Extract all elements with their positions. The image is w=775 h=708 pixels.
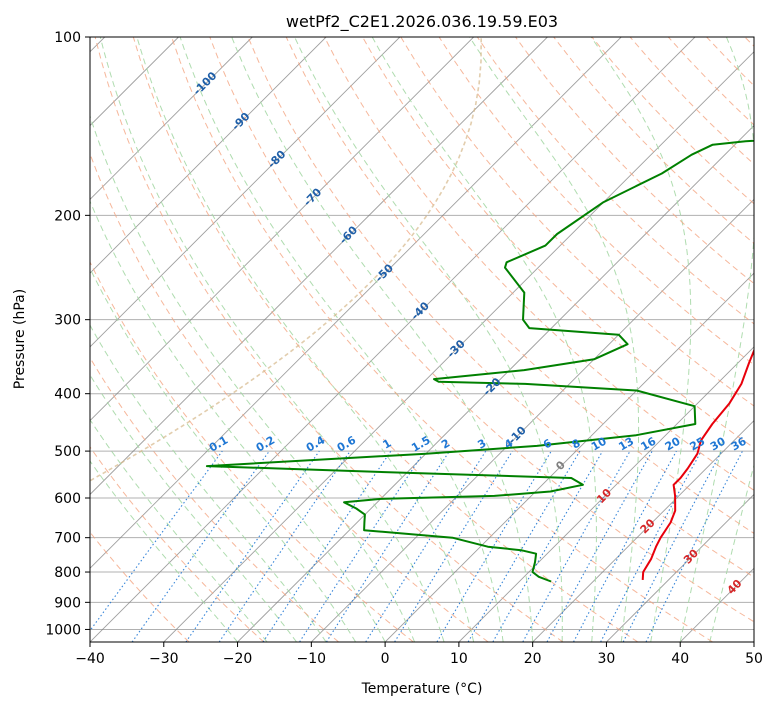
x-tick-label: 50 xyxy=(745,651,763,667)
y-tick-label: 400 xyxy=(54,387,81,403)
x-tick-label: 0 xyxy=(381,651,390,667)
mixing-ratio-line xyxy=(546,450,653,642)
x-tick-label: −30 xyxy=(149,651,179,667)
mixing-ratio-line xyxy=(262,450,392,642)
mixing-ratio-line xyxy=(573,450,677,642)
dry-adiabat-line xyxy=(90,260,414,642)
dry-adiabat-line xyxy=(94,37,564,642)
dry-adiabat-line xyxy=(323,37,754,491)
x-tick-label: 40 xyxy=(671,651,689,667)
moist-adiabat-line xyxy=(469,37,640,642)
dry-adiabat-line xyxy=(171,37,713,642)
isotherm-line xyxy=(90,37,327,274)
mixing-ratio-line xyxy=(90,450,223,632)
isotherm-line xyxy=(237,124,754,642)
dry-adiabat-line xyxy=(132,37,639,642)
x-tick-label: −40 xyxy=(75,651,105,667)
isotherm-line xyxy=(606,493,754,642)
moist-adiabat-line xyxy=(679,37,754,642)
isotherm-line xyxy=(90,37,622,569)
y-tick-label: 500 xyxy=(54,444,81,460)
dry-adiabat-line xyxy=(90,446,265,642)
mixing-ratio-line xyxy=(394,450,513,642)
y-tick-label: 300 xyxy=(54,313,81,329)
dry-adiabat-line xyxy=(515,37,754,285)
mixing-ratio-line xyxy=(185,450,320,642)
y-tick-label: 900 xyxy=(54,595,81,611)
temperature-profile-line xyxy=(641,348,754,580)
moist-adiabat-line xyxy=(179,37,504,642)
dewpoint-profile-line xyxy=(205,139,754,583)
plot-frame xyxy=(89,36,755,643)
dry-adiabat-line xyxy=(247,37,754,578)
dry-adiabats xyxy=(90,37,754,642)
moist-adiabat-line xyxy=(371,37,597,642)
mixing-ratio-line xyxy=(218,450,351,642)
isotherm-line xyxy=(90,37,401,348)
x-axis-label: Temperature (°C) xyxy=(361,681,483,697)
y-tick-label: 100 xyxy=(54,30,81,46)
moist-adiabat-line xyxy=(709,463,754,642)
hydrolapse-line xyxy=(90,37,482,482)
dry-adiabat-line xyxy=(90,356,339,642)
moist-adiabat-line xyxy=(231,37,534,642)
dry-adiabat-line xyxy=(209,37,754,623)
temperature-gridlines xyxy=(90,37,754,642)
isotherm-line xyxy=(90,37,253,200)
y-tick-label: 700 xyxy=(54,531,81,547)
isotherm-line xyxy=(384,272,754,642)
y-tick-label: 800 xyxy=(54,565,81,581)
moist-adiabat-line xyxy=(99,37,445,642)
moist-adiabat-line xyxy=(90,460,238,642)
x-tick-label: −20 xyxy=(223,651,253,667)
dry-adiabat-line xyxy=(476,37,754,325)
mixing-ratio-line xyxy=(131,450,270,642)
isotherm-line xyxy=(90,37,548,496)
moist-adiabat-line xyxy=(590,37,692,642)
moist-adiabat-line xyxy=(90,373,297,642)
mixing-ratio-line xyxy=(299,450,426,642)
x-tick-label: −10 xyxy=(297,651,327,667)
isotherm-line xyxy=(458,346,754,642)
moist-adiabat-line xyxy=(90,200,386,642)
x-tick-label: 30 xyxy=(598,651,616,667)
moist-adiabat-line xyxy=(136,37,475,642)
isotherm-line xyxy=(163,51,754,642)
hydrolapse-curve xyxy=(90,37,482,482)
y-tick-label: 600 xyxy=(54,491,81,507)
x-axis-ticks: −40 −30 −20 −10 0 10 20 30 40 50 xyxy=(75,642,763,667)
y-axis-label: Pressure (hPa) xyxy=(12,289,28,389)
x-tick-label: 10 xyxy=(450,651,468,667)
isotherm-line xyxy=(532,420,754,642)
y-tick-label: 200 xyxy=(54,208,81,224)
mixing-ratio-lines xyxy=(90,450,743,642)
isotherm-line xyxy=(90,37,474,422)
x-tick-label: 20 xyxy=(524,651,542,667)
moist-adiabats xyxy=(90,37,754,642)
dry-adiabat-line xyxy=(438,37,754,366)
dry-adiabat-line xyxy=(285,37,754,535)
moist-adiabat-line xyxy=(294,37,563,642)
mixing-ratio-line xyxy=(645,450,743,642)
y-axis-ticks: 100 200 300 400 500 600 700 800 900 1000 xyxy=(45,30,90,638)
isotherm-line xyxy=(90,37,696,642)
sounding-profiles xyxy=(205,139,754,583)
mixing-ratio-line xyxy=(522,450,631,642)
y-tick-label: 1000 xyxy=(45,622,81,638)
chart-title: wetPf2_C2E1.2026.036.19.59.E03 xyxy=(286,12,558,32)
moist-adiabat-line xyxy=(90,418,268,642)
moist-adiabat-line xyxy=(90,114,416,642)
mixing-ratio-line xyxy=(325,450,450,642)
